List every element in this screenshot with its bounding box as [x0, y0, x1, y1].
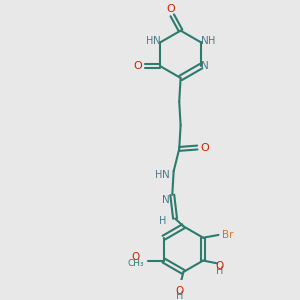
Text: H: H [176, 292, 183, 300]
Text: N: N [153, 36, 160, 46]
Text: O: O [167, 4, 175, 14]
Text: CH₃: CH₃ [128, 260, 144, 268]
Text: H: H [208, 36, 215, 46]
Text: O: O [132, 252, 140, 262]
Text: N: N [162, 195, 170, 205]
Text: H: H [159, 216, 166, 226]
Text: Br: Br [222, 230, 233, 240]
Text: N: N [201, 61, 208, 71]
Text: H: H [146, 36, 153, 46]
Text: O: O [200, 142, 209, 152]
Text: N: N [162, 170, 170, 180]
Text: H: H [155, 170, 162, 180]
Text: O: O [175, 286, 183, 296]
Text: H: H [216, 266, 223, 276]
Text: O: O [134, 61, 142, 71]
Text: O: O [215, 261, 224, 271]
Text: N: N [201, 36, 208, 46]
